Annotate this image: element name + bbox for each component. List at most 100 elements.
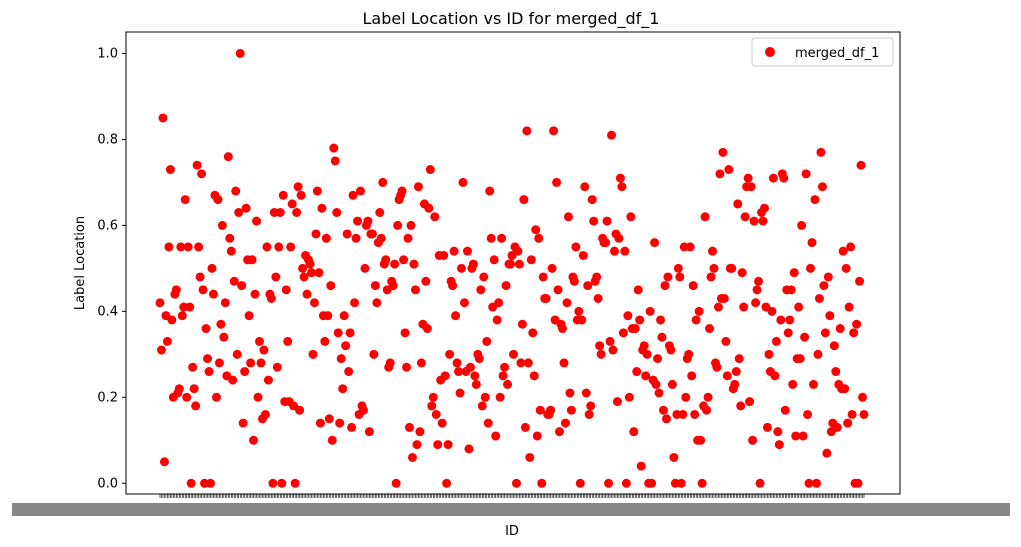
data-point — [813, 349, 823, 359]
data-point — [721, 336, 731, 346]
data-point — [547, 263, 557, 273]
data-point — [370, 281, 380, 291]
data-point — [587, 195, 597, 205]
data-point — [740, 212, 750, 222]
data-point — [702, 405, 712, 415]
x-ticks — [12, 494, 1010, 516]
data-point — [768, 173, 778, 183]
data-point — [237, 281, 247, 291]
y-tick-label: 0.0 — [97, 476, 118, 491]
data-point — [347, 422, 357, 432]
data-point — [806, 263, 816, 273]
data-point — [658, 405, 668, 415]
data-point — [299, 272, 309, 282]
data-point — [809, 379, 819, 389]
data-point — [748, 435, 758, 445]
data-point — [207, 263, 217, 273]
data-point — [526, 255, 536, 265]
data-point — [205, 478, 215, 488]
data-point — [739, 302, 749, 312]
data-point — [442, 478, 452, 488]
data-point — [333, 328, 343, 338]
data-point — [277, 478, 287, 488]
data-point — [439, 250, 449, 260]
data-point — [633, 285, 643, 295]
data-point — [344, 367, 354, 377]
data-point — [494, 298, 504, 308]
data-point — [443, 440, 453, 450]
data-point — [580, 182, 590, 192]
data-point — [583, 281, 593, 291]
data-point — [855, 276, 865, 286]
data-point — [764, 349, 774, 359]
data-point — [847, 409, 857, 419]
data-point — [459, 298, 469, 308]
data-point — [555, 427, 565, 437]
data-point — [235, 48, 245, 58]
data-point — [660, 281, 670, 291]
data-point — [519, 195, 529, 205]
data-point — [309, 298, 319, 308]
data-point — [770, 371, 780, 381]
data-point — [194, 242, 204, 252]
data-point — [246, 358, 256, 368]
data-point — [332, 208, 342, 218]
data-point — [339, 311, 349, 321]
data-point — [372, 298, 382, 308]
data-point — [431, 409, 441, 419]
data-point — [214, 358, 224, 368]
data-point — [546, 405, 556, 415]
data-point — [520, 422, 530, 432]
data-point — [620, 246, 630, 256]
data-point — [549, 126, 559, 136]
data-point — [320, 336, 330, 346]
data-point — [666, 345, 676, 355]
data-point — [474, 354, 484, 364]
data-point — [560, 418, 570, 428]
data-point — [706, 272, 716, 282]
data-point — [298, 263, 308, 273]
data-point — [578, 250, 588, 260]
data-point — [635, 315, 645, 325]
data-point — [653, 354, 663, 364]
data-point — [703, 392, 713, 402]
data-point — [495, 392, 505, 402]
data-point — [630, 324, 640, 334]
y-tick-label: 0.4 — [97, 304, 118, 319]
data-point — [831, 367, 841, 377]
data-point — [425, 165, 435, 175]
data-point — [795, 354, 805, 364]
data-point — [780, 405, 790, 415]
data-point — [302, 289, 312, 299]
data-point — [489, 255, 499, 265]
data-point — [211, 392, 221, 402]
data-point — [287, 199, 297, 209]
data-point — [483, 418, 493, 428]
data-point — [785, 315, 795, 325]
data-point — [252, 216, 262, 226]
data-point — [424, 203, 434, 213]
data-point — [406, 220, 416, 230]
data-point — [593, 293, 603, 303]
data-point — [797, 220, 807, 230]
data-point — [746, 182, 756, 192]
data-point — [448, 281, 458, 291]
data-point — [604, 478, 614, 488]
data-point — [353, 216, 363, 226]
data-point — [358, 405, 368, 415]
data-point — [445, 349, 455, 359]
data-point — [390, 259, 400, 269]
data-point — [335, 418, 345, 428]
data-point — [155, 298, 165, 308]
data-point — [525, 452, 535, 462]
y-ticks: 0.0 0.2 0.4 0.6 0.8 1.0 — [97, 46, 126, 491]
data-point — [189, 384, 199, 394]
data-point — [482, 336, 492, 346]
data-point — [201, 324, 211, 334]
data-point — [204, 367, 214, 377]
data-point — [825, 311, 835, 321]
data-point — [260, 409, 270, 419]
data-point — [225, 233, 235, 243]
data-point — [595, 341, 605, 351]
data-point — [786, 285, 796, 295]
